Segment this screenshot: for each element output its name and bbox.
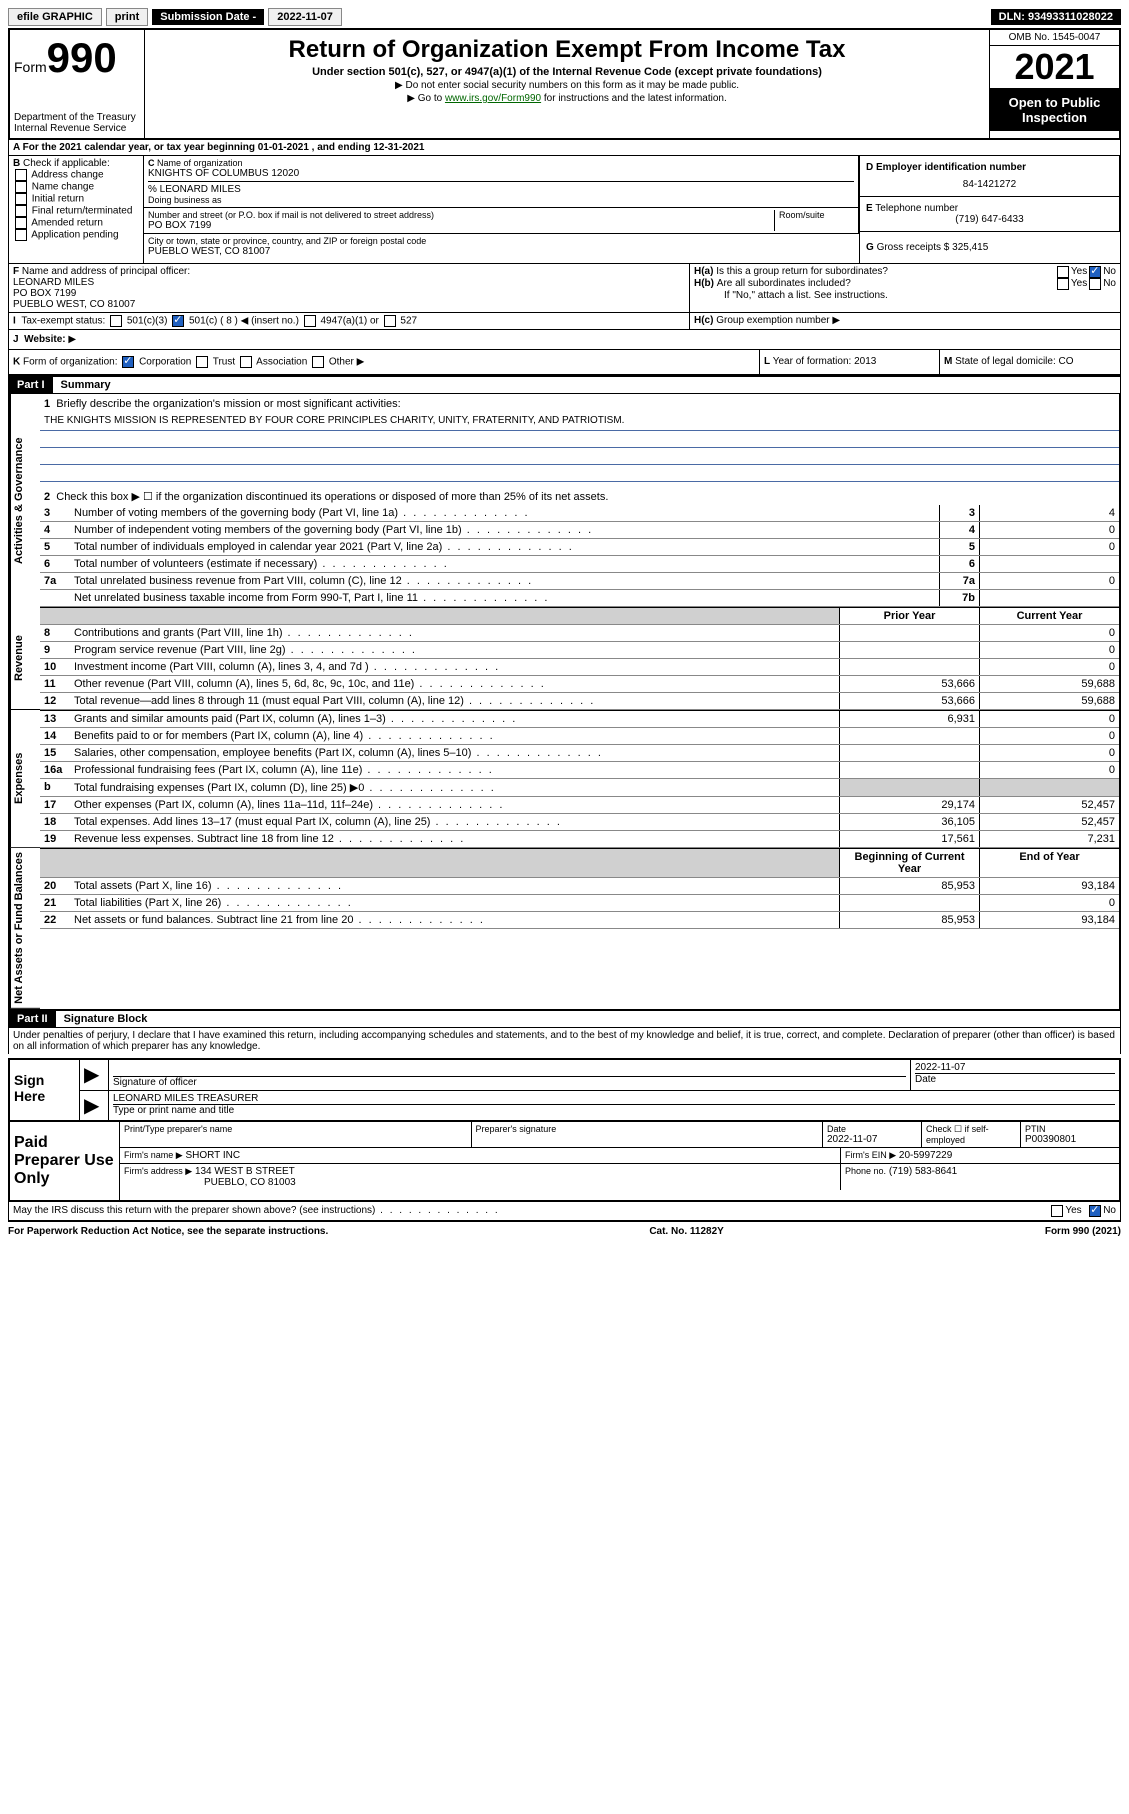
form-header: Form990 Department of the Treasury Inter… bbox=[8, 28, 1121, 140]
top-toolbar: efile GRAPHIC print Submission Date - 20… bbox=[8, 8, 1121, 26]
discuss-row: May the IRS discuss this return with the… bbox=[8, 1202, 1121, 1222]
form-title: Return of Organization Exempt From Incom… bbox=[149, 36, 985, 64]
summary-line: 6Total number of volunteers (estimate if… bbox=[40, 556, 1119, 573]
summary-line: 10Investment income (Part VIII, column (… bbox=[40, 659, 1119, 676]
dln: DLN: 93493311028022 bbox=[991, 9, 1121, 25]
page-footer: For Paperwork Reduction Act Notice, see … bbox=[8, 1222, 1121, 1241]
summary-line: 4Number of independent voting members of… bbox=[40, 522, 1119, 539]
ssn-note: Do not enter social security numbers on … bbox=[149, 80, 985, 91]
summary-line: bTotal fundraising expenses (Part IX, co… bbox=[40, 779, 1119, 797]
officer-name: LEONARD MILES TREASURER bbox=[113, 1093, 1115, 1104]
officer-group-block: F Name and address of principal officer:… bbox=[8, 264, 1121, 313]
summary-line: 11Other revenue (Part VIII, column (A), … bbox=[40, 676, 1119, 693]
org-name: KNIGHTS OF COLUMBUS 12020 bbox=[148, 168, 854, 179]
irs-label: Internal Revenue Service bbox=[14, 123, 140, 134]
tax-status-block: I Tax-exempt status: 501(c)(3) 501(c) ( … bbox=[8, 313, 1121, 330]
vlabel-revenue: Revenue bbox=[10, 607, 40, 710]
mission-text: THE KNIGHTS MISSION IS REPRESENTED BY FO… bbox=[40, 414, 1119, 431]
form-subtitle: Under section 501(c), 527, or 4947(a)(1)… bbox=[149, 66, 985, 78]
summary-line: 17Other expenses (Part IX, column (A), l… bbox=[40, 797, 1119, 814]
declaration-text: Under penalties of perjury, I declare th… bbox=[8, 1028, 1121, 1054]
summary-line: 19Revenue less expenses. Subtract line 1… bbox=[40, 831, 1119, 848]
summary-line: 16aProfessional fundraising fees (Part I… bbox=[40, 762, 1119, 779]
open-public-badge: Open to Public Inspection bbox=[990, 89, 1119, 131]
care-of: % LEONARD MILES bbox=[148, 181, 854, 195]
summary-line: Net unrelated business taxable income fr… bbox=[40, 590, 1119, 607]
summary-line: 7aTotal unrelated business revenue from … bbox=[40, 573, 1119, 590]
submission-date-value: 2022-11-07 bbox=[268, 8, 342, 26]
tax-year: 2021 bbox=[990, 46, 1119, 89]
phone: (719) 647-6433 bbox=[866, 214, 1113, 225]
summary-line: 22Net assets or fund balances. Subtract … bbox=[40, 912, 1119, 929]
summary-line: 12Total revenue—add lines 8 through 11 (… bbox=[40, 693, 1119, 710]
part1-body: Activities & Governance 1 Briefly descri… bbox=[8, 394, 1121, 1009]
part2-header: Part II Signature Block bbox=[8, 1009, 1121, 1028]
summary-line: 20Total assets (Part X, line 16)85,95393… bbox=[40, 878, 1119, 895]
vlabel-expenses: Expenses bbox=[10, 710, 40, 848]
summary-line: 21Total liabilities (Part X, line 26)0 bbox=[40, 895, 1119, 912]
vlabel-net: Net Assets or Fund Balances bbox=[10, 848, 40, 1009]
summary-line: 15Salaries, other compensation, employee… bbox=[40, 745, 1119, 762]
sign-here-block: Sign Here ▶ Signature of officer 2022-11… bbox=[8, 1058, 1121, 1122]
street-address: PO BOX 7199 bbox=[148, 220, 774, 231]
summary-line: 3Number of voting members of the governi… bbox=[40, 505, 1119, 522]
dept-label: Department of the Treasury bbox=[14, 112, 140, 123]
efile-button[interactable]: efile GRAPHIC bbox=[8, 8, 102, 26]
form-number: Form990 bbox=[14, 34, 140, 82]
vlabel-governance: Activities & Governance bbox=[10, 394, 40, 607]
submission-date-label: Submission Date - bbox=[152, 9, 264, 25]
city-state-zip: PUEBLO WEST, CO 81007 bbox=[148, 246, 855, 257]
summary-line: 13Grants and similar amounts paid (Part … bbox=[40, 711, 1119, 728]
summary-line: 18Total expenses. Add lines 13–17 (must … bbox=[40, 814, 1119, 831]
gross-receipts: 325,415 bbox=[952, 242, 988, 253]
summary-line: 9Program service revenue (Part VIII, lin… bbox=[40, 642, 1119, 659]
summary-line: 8Contributions and grants (Part VIII, li… bbox=[40, 625, 1119, 642]
summary-line: 14Benefits paid to or for members (Part … bbox=[40, 728, 1119, 745]
line-a-tax-year: A For the 2021 calendar year, or tax yea… bbox=[8, 140, 1121, 156]
part1-header: Part I Summary bbox=[8, 376, 1121, 394]
summary-line: 5Total number of individuals employed in… bbox=[40, 539, 1119, 556]
form-org-block: K Form of organization: Corporation Trus… bbox=[8, 350, 1121, 376]
instructions-link-row: Go to www.irs.gov/Form990 for instructio… bbox=[149, 93, 985, 104]
org-info-block: B Check if applicable: Address change Na… bbox=[8, 156, 1121, 264]
print-button[interactable]: print bbox=[106, 8, 148, 26]
instructions-link[interactable]: www.irs.gov/Form990 bbox=[445, 93, 541, 104]
website-row: J Website: ▶ bbox=[8, 330, 1121, 350]
paid-preparer-block: Paid Preparer Use Only Print/Type prepar… bbox=[8, 1122, 1121, 1202]
omb-number: OMB No. 1545-0047 bbox=[990, 30, 1119, 46]
ein: 84-1421272 bbox=[866, 179, 1113, 190]
